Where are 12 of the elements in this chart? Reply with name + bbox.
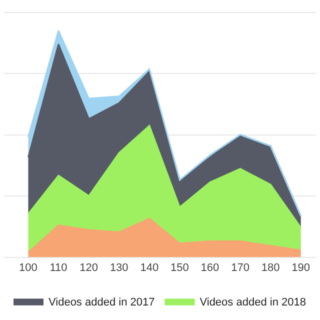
x-tick-label: 150 (170, 262, 189, 274)
legend-label: Videos added in 2017 (48, 296, 155, 309)
x-tick-label: 100 (19, 262, 38, 274)
x-tick-label: 180 (261, 262, 280, 274)
legend-label: Videos added in 2018 (200, 296, 306, 309)
x-tick-label: 160 (200, 262, 220, 274)
x-tick-label: 190 (292, 262, 310, 274)
x-tick-label: 140 (140, 262, 159, 274)
x-tick-label: 170 (231, 262, 250, 274)
x-tick-label: 110 (50, 262, 68, 274)
x-tick-label: 130 (110, 262, 128, 274)
x-tick-label: 120 (80, 262, 98, 274)
